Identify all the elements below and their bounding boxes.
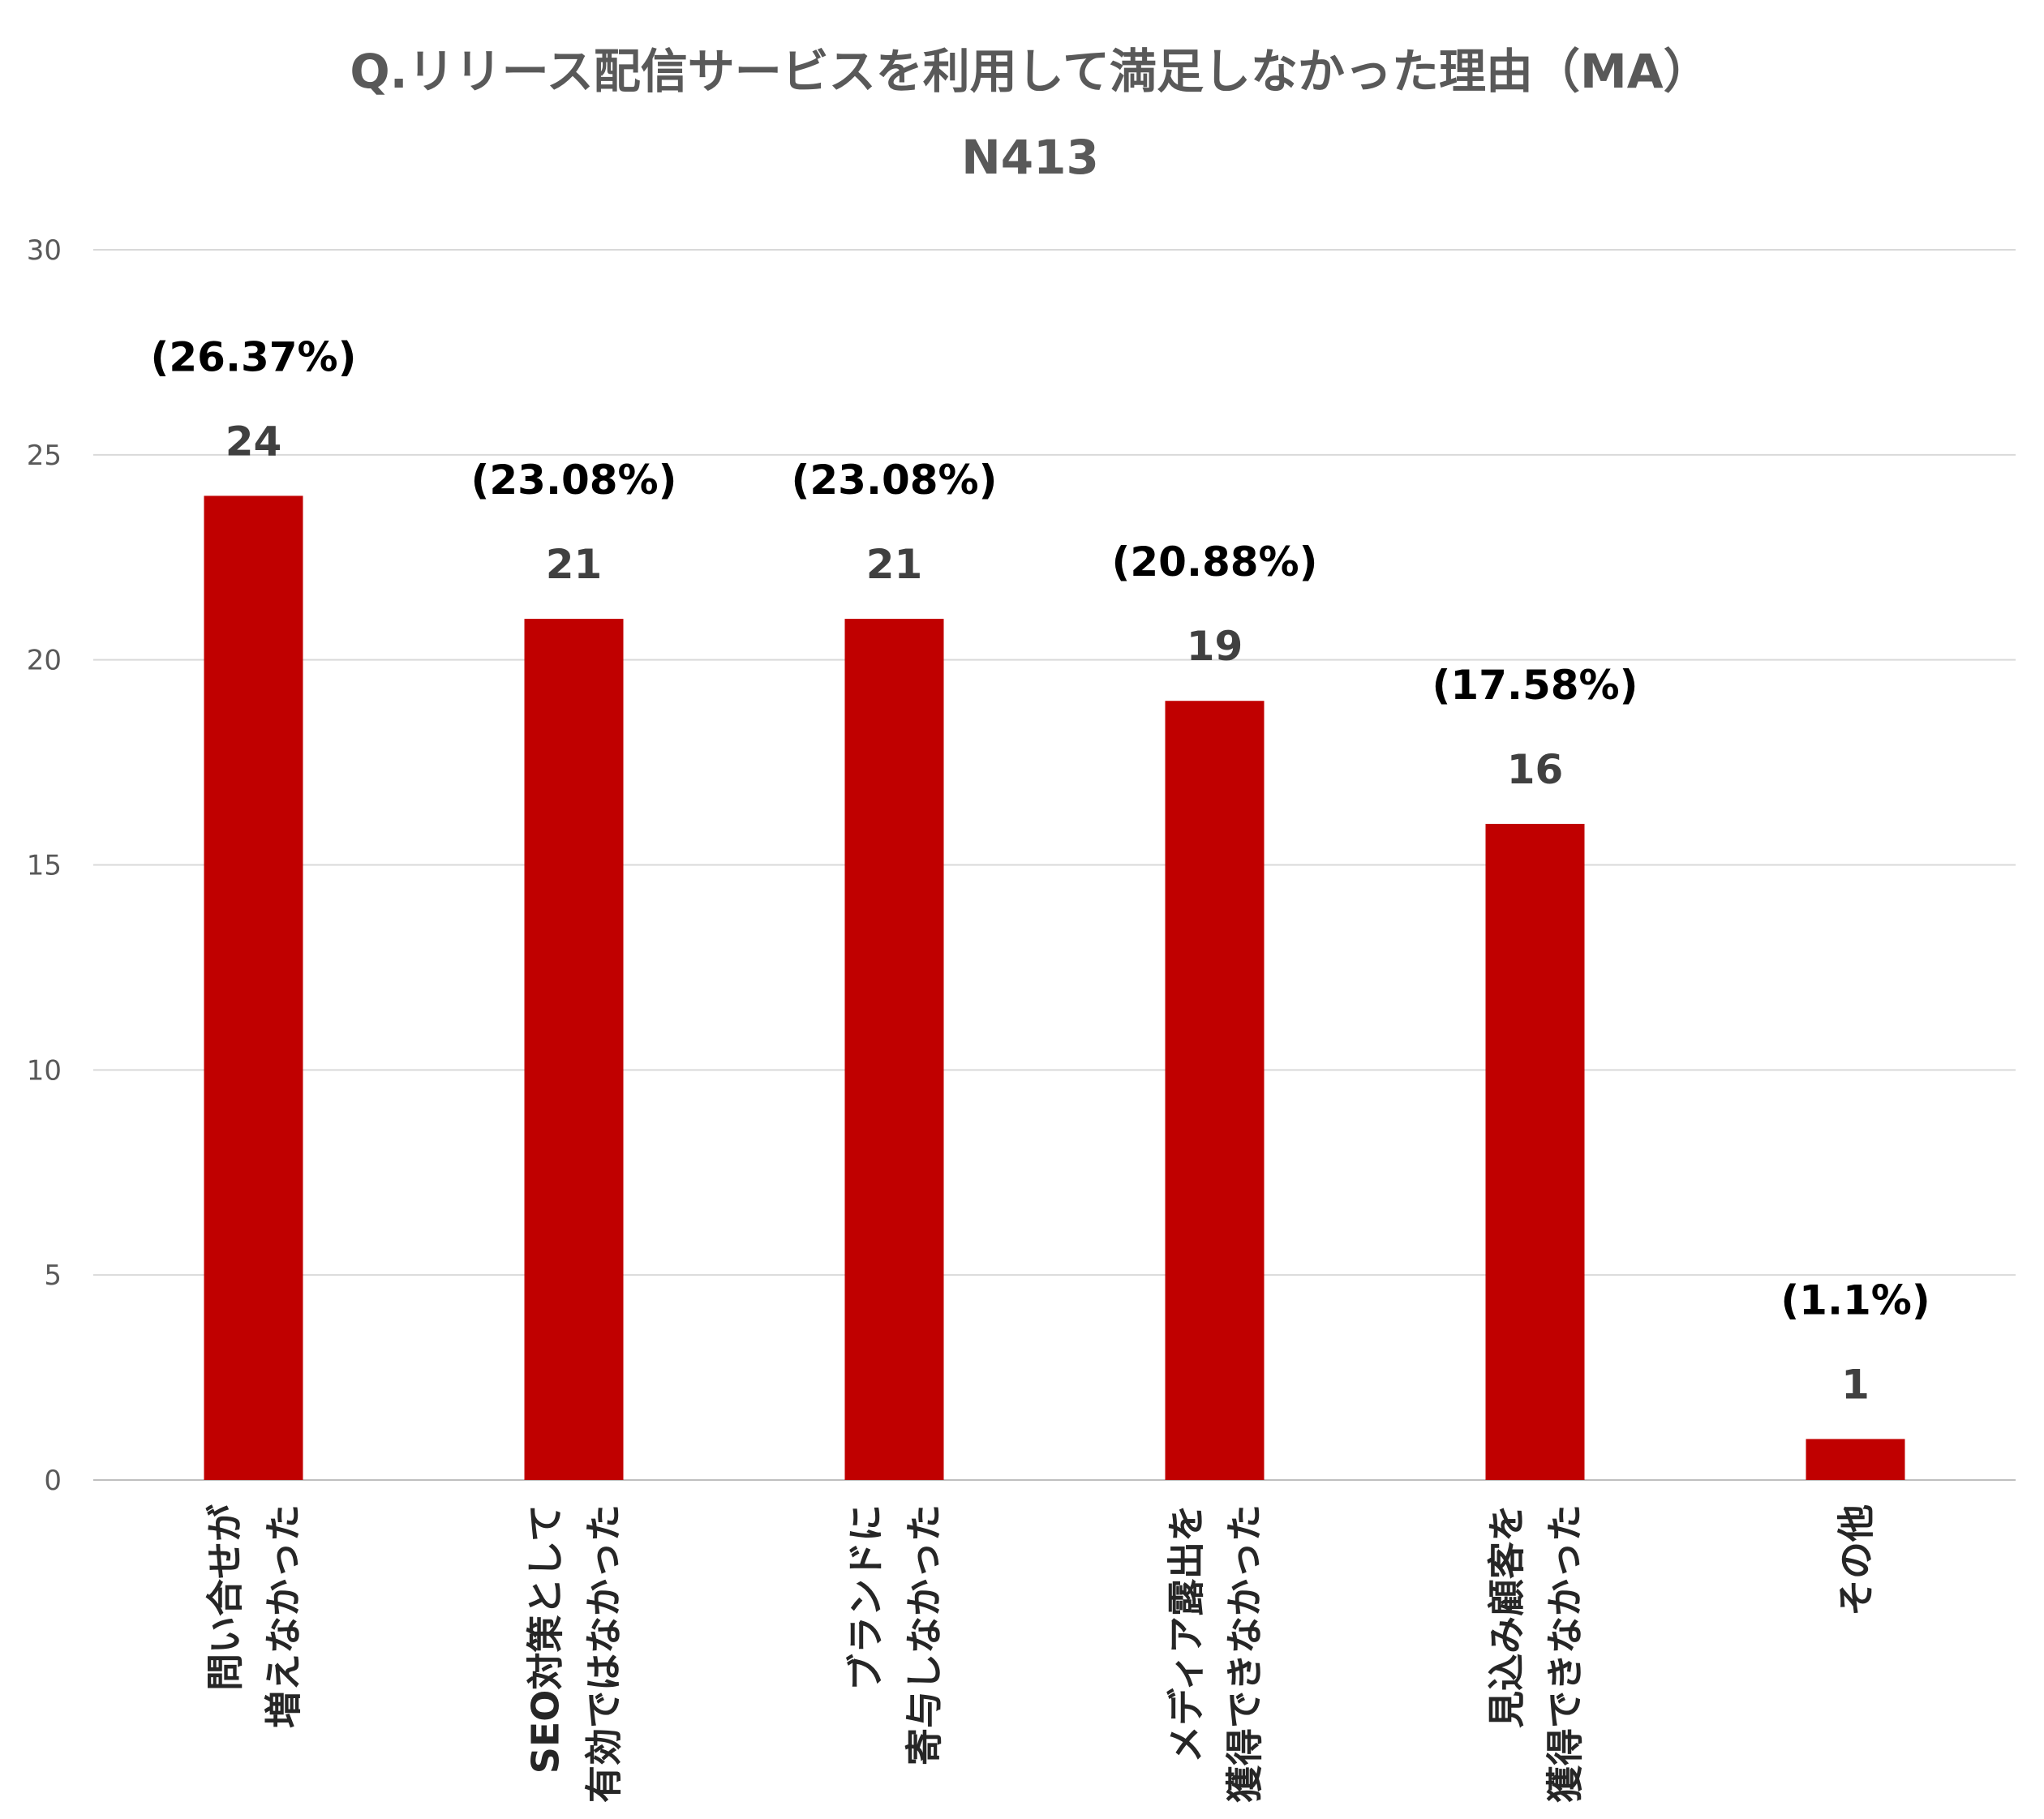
y-tick-label: 10	[27, 1054, 62, 1087]
chart-title: Q.リリース配信サービスを利用して満足しなかった理由（MA）	[350, 44, 1710, 99]
x-axis: 問い合せが 増えなかった SEO対策として 有効ではなかった ブランドに 寄与しなかった メ…	[204, 1504, 1879, 1803]
category-label: 有効ではなかった	[582, 1504, 626, 1803]
bars	[204, 496, 1905, 1480]
category-label: 見込み顧客を	[1485, 1504, 1529, 1728]
category-label: 獲得できなかった	[1223, 1504, 1267, 1803]
bar	[204, 496, 303, 1480]
category-label: ブランドに	[844, 1504, 888, 1691]
y-tick-label: 30	[27, 234, 62, 267]
bar	[1485, 823, 1585, 1480]
category-label: 問い合せが	[204, 1504, 247, 1691]
category-label: 獲得できなかった	[1544, 1504, 1587, 1803]
value-label: 16	[1507, 746, 1564, 793]
category-label: 寄与しなかった	[903, 1504, 947, 1765]
y-tick-label: 5	[44, 1259, 62, 1292]
percent-label: (17.58%)	[1432, 662, 1638, 709]
percent-label: (26.37%)	[151, 333, 357, 380]
value-label: 21	[546, 541, 603, 588]
data-labels: 24 (26.37%) 21 (23.08%) 21 (23.08%) 19 (20.88%)…	[151, 333, 1930, 1408]
value-label: 21	[866, 541, 923, 588]
bar	[844, 619, 944, 1480]
y-tick-label: 20	[27, 645, 62, 677]
y-tick-label: 0	[44, 1465, 62, 1497]
bar	[524, 619, 624, 1480]
category-label: 増えなかった	[262, 1504, 306, 1728]
category-label: その他	[1835, 1504, 1879, 1616]
bar	[1806, 1439, 1905, 1480]
bar	[1165, 701, 1265, 1480]
percent-label: (20.88%)	[1112, 538, 1318, 586]
percent-label: (1.1%)	[1780, 1276, 1930, 1323]
y-tick-label: 25	[27, 440, 62, 472]
value-label: 24	[225, 418, 282, 465]
y-tick-label: 15	[27, 850, 62, 882]
percent-label: (23.08%)	[792, 457, 998, 504]
value-label: 1	[1841, 1361, 1870, 1408]
value-label: 19	[1187, 623, 1243, 670]
category-label: SEO対策として	[524, 1504, 568, 1774]
percent-label: (23.08%)	[471, 457, 677, 504]
gridlines	[93, 249, 2016, 1481]
category-label: メディア露出を	[1165, 1504, 1209, 1763]
y-axis: 0 5 10 15 20 25 30	[27, 234, 62, 1497]
chart-subtitle: N413	[961, 130, 1099, 185]
